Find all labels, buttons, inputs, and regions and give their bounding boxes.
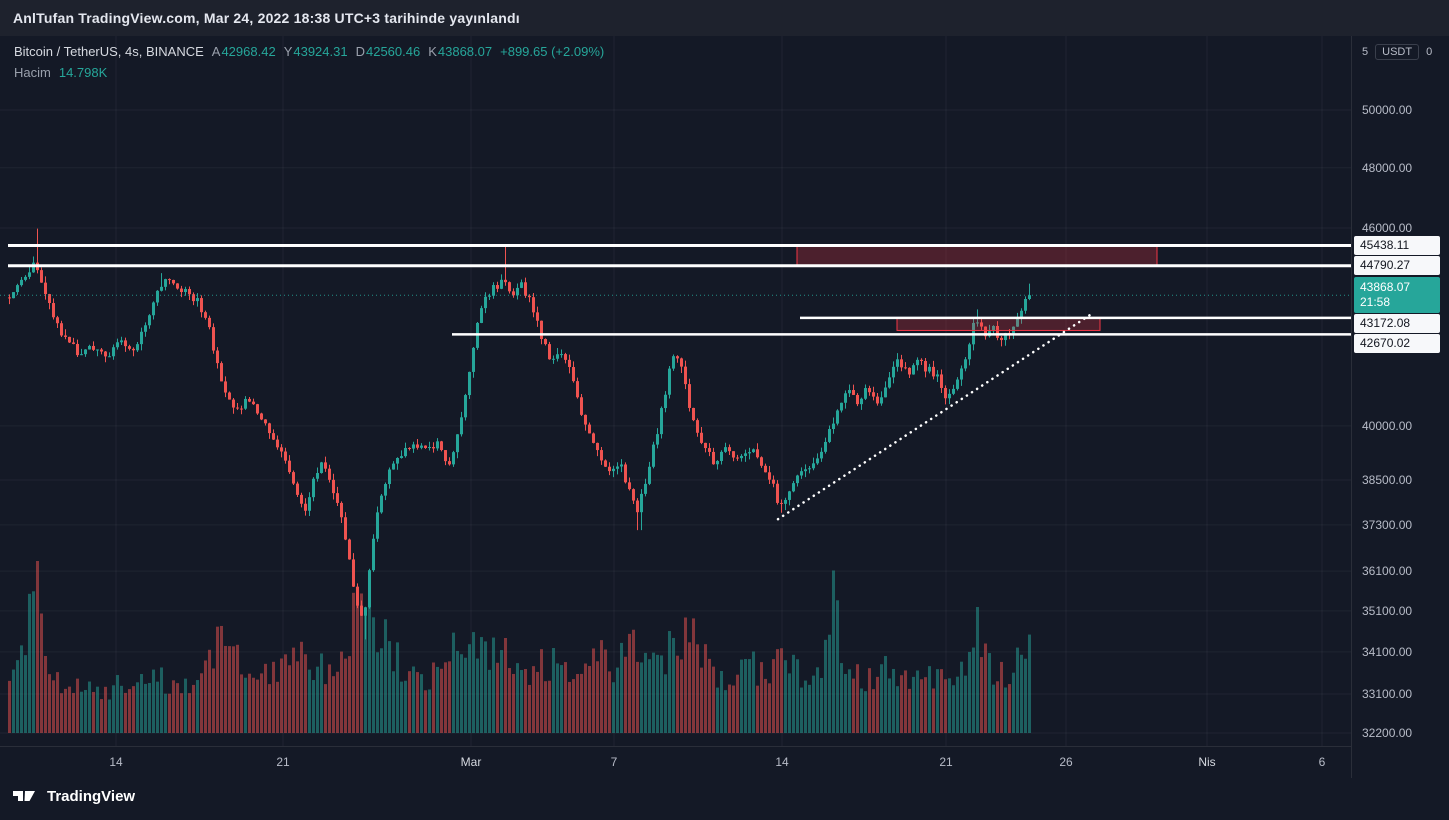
change-value: +899.65 (+2.09%) [500,44,605,59]
published-header: AnlTufan TradingView.com, Mar 24, 2022 1… [0,0,1449,36]
symbol-title[interactable]: Bitcoin / TetherUS, 4s, BINANCE [14,44,204,59]
volume-value: 14.798K [58,65,108,80]
brand-name[interactable]: TradingView [47,787,136,805]
price-level-label: 45438.11 [1354,235,1440,255]
price-tick: 34100.00 [1362,644,1413,659]
price-tick: 35100.00 [1362,603,1413,618]
time-tick: 14 [775,755,789,769]
time-tick: Mar [460,755,482,769]
axis-header-right: 0 [1426,46,1433,58]
ohlc-low: D 42560.46 [355,44,421,59]
published-title: AnlTufan TradingView.com, Mar 24, 2022 1… [13,10,520,26]
price-axis-header: 5 USDT 0 [1352,36,1449,60]
volume-bars [8,561,1031,733]
countdown-timer: 21:58 [1360,295,1391,310]
ohlc-close: K 43868.07 [428,44,493,59]
price-tick: 50000.00 [1362,103,1413,117]
last-price-label: 43868.07 21:58 [1354,277,1440,314]
tradingview-logo-icon[interactable] [13,787,39,805]
price-tick: 40000.00 [1362,418,1413,433]
candles [8,228,1031,640]
time-tick: Nis [1198,755,1216,769]
time-tick: 6 [1318,755,1326,769]
price-level-label: 44790.27 [1354,256,1440,276]
price-tick: 48000.00 [1362,160,1413,175]
time-tick: 21 [939,755,953,769]
price-chart[interactable] [0,36,1351,746]
supply-zones [796,245,1158,331]
trendline [776,311,1095,521]
price-axis[interactable]: 5 USDT 0 50000.00 48000.00 46000.00 40000.0… [1351,36,1449,778]
chart-legend: Bitcoin / TetherUS, 4s, BINANCE A 42968.4… [14,44,604,86]
time-tick: 26 [1059,755,1073,769]
ohlc-open: A 42968.42 [211,44,276,59]
price-tick: 36100.00 [1362,564,1413,579]
volume-label[interactable]: Hacim [14,65,51,80]
price-tick: 38500.00 [1362,473,1413,488]
footer: TradingView [13,787,135,805]
price-tick: 32200.00 [1362,726,1413,740]
price-level-label: 43172.08 [1354,314,1440,334]
time-tick: 14 [109,755,123,769]
time-tick: 7 [610,755,618,769]
ohlc-high: Y 43924.31 [283,44,348,59]
horizontal-levels [8,243,1351,336]
currency-chip[interactable]: USDT [1375,44,1420,60]
axis-header-left: 5 [1362,46,1369,58]
price-tick: 33100.00 [1362,686,1413,701]
time-axis[interactable]: 14 21 Mar 7 14 21 26 Nis 6 [0,746,1449,778]
price-tick: 46000.00 [1362,221,1413,236]
price-tick: 37300.00 [1362,517,1413,532]
price-level-label: 42670.02 [1354,334,1440,354]
time-tick: 21 [276,755,290,769]
grid [0,36,1351,746]
